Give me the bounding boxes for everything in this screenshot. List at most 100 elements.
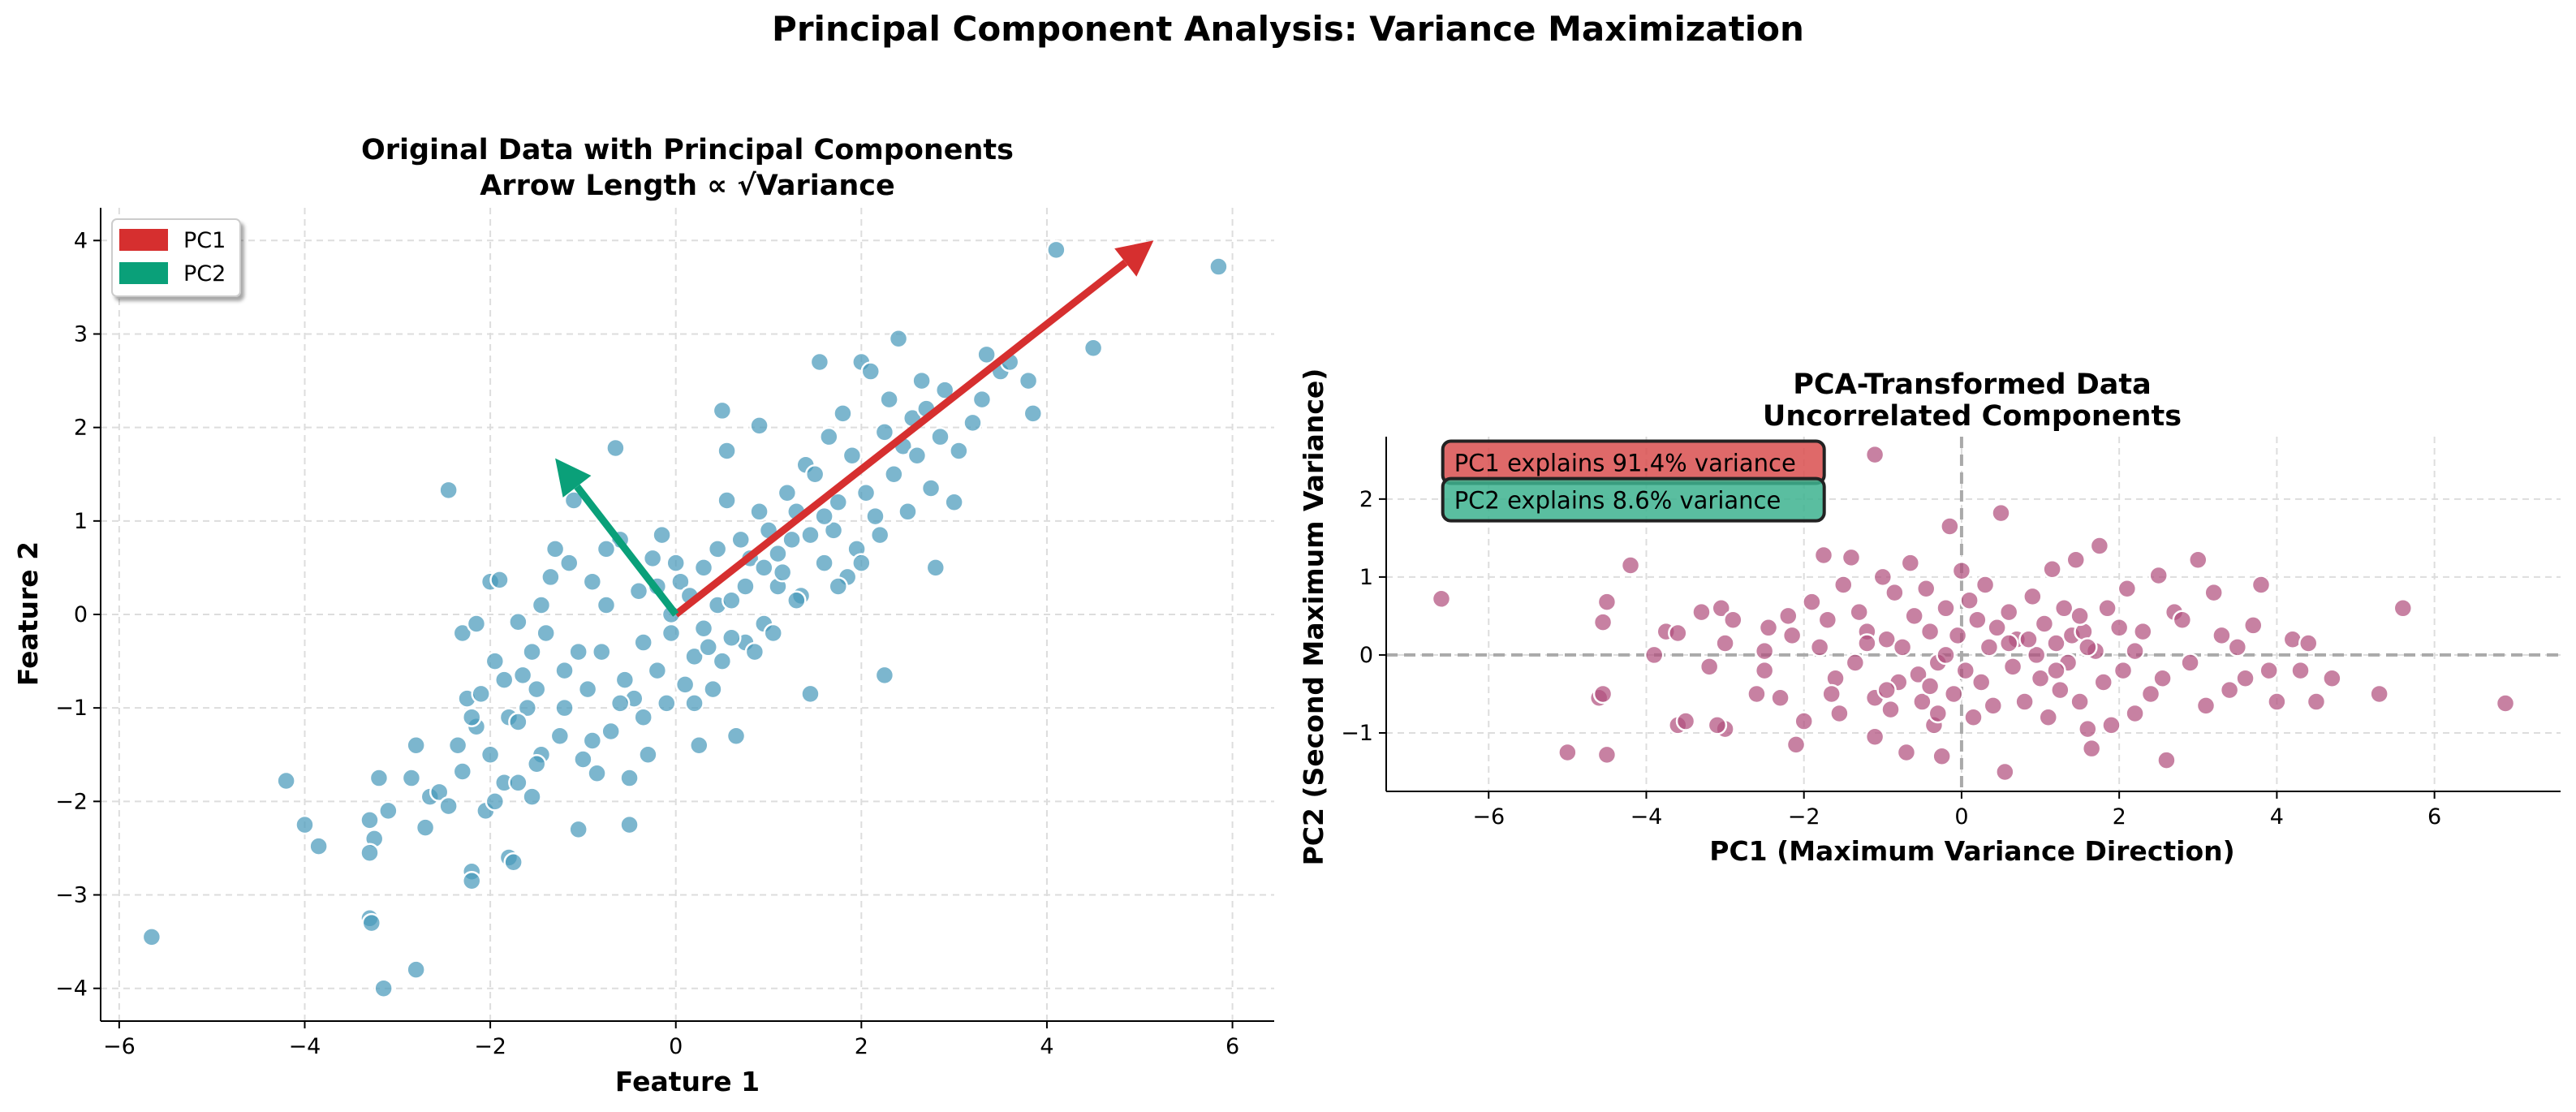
data-point xyxy=(2251,575,2272,595)
data-point xyxy=(2133,621,2153,642)
data-point xyxy=(698,637,718,657)
data-point xyxy=(1208,256,1229,277)
data-point xyxy=(2219,679,2240,700)
data-point xyxy=(452,761,473,782)
data-point xyxy=(522,787,542,807)
data-point xyxy=(2093,672,2113,692)
data-point xyxy=(828,576,849,597)
data-point xyxy=(2078,718,2098,739)
data-point xyxy=(1817,610,1838,630)
data-point xyxy=(1987,618,2007,638)
data-point xyxy=(726,726,747,746)
data-point xyxy=(361,912,382,933)
data-point xyxy=(657,693,677,713)
data-point xyxy=(1018,370,1039,391)
data-point xyxy=(1781,625,1803,646)
data-point xyxy=(874,422,895,442)
data-point xyxy=(614,670,635,690)
data-point xyxy=(949,441,969,461)
left-title-line2: Arrow Length ∝ √Variance xyxy=(480,170,895,202)
data-point xyxy=(1802,592,1822,612)
data-point xyxy=(647,660,668,681)
data-point xyxy=(786,590,807,610)
y-tick-label: 0 xyxy=(1359,643,1373,668)
data-point xyxy=(2235,668,2255,688)
data-point xyxy=(601,721,621,742)
data-point xyxy=(360,810,380,830)
data-point xyxy=(1857,633,1877,653)
data-point xyxy=(833,403,853,424)
data-point xyxy=(777,483,798,503)
data-point xyxy=(577,679,598,700)
data-point xyxy=(582,571,603,592)
data-point xyxy=(1991,502,2011,524)
data-point xyxy=(1955,660,1976,681)
data-point xyxy=(536,623,556,644)
x-tick-label: −4 xyxy=(289,1034,321,1059)
data-point xyxy=(2322,668,2342,688)
data-point xyxy=(1596,592,1618,612)
data-point xyxy=(717,441,737,461)
data-point xyxy=(828,492,849,513)
data-point xyxy=(489,570,510,590)
data-point xyxy=(526,679,547,700)
data-point xyxy=(800,683,821,705)
x-tick-label: 2 xyxy=(855,1034,868,1059)
right-ylabel: PC2 (Second Maximum Variance) xyxy=(1298,369,1329,866)
data-point xyxy=(2117,579,2138,599)
x-tick-label: 6 xyxy=(1226,1034,1239,1059)
data-point xyxy=(2066,550,2086,570)
data-point xyxy=(508,611,528,632)
data-point xyxy=(1643,644,1665,666)
data-point xyxy=(633,632,653,653)
data-point xyxy=(1915,579,1936,599)
data-point xyxy=(2152,668,2173,688)
data-point xyxy=(666,553,686,573)
data-point xyxy=(674,675,696,695)
arrow-head-pc1 xyxy=(1114,240,1154,277)
data-point xyxy=(2156,750,2177,770)
data-point xyxy=(508,712,528,732)
data-point xyxy=(2148,565,2169,586)
data-point xyxy=(573,749,593,769)
data-point xyxy=(1908,664,1928,685)
data-point xyxy=(1794,711,1814,731)
data-point xyxy=(531,595,552,615)
data-point xyxy=(804,463,825,485)
data-point xyxy=(976,344,997,365)
data-point xyxy=(2125,640,2145,662)
data-point xyxy=(596,595,617,615)
data-point xyxy=(925,558,946,578)
data-point xyxy=(1754,640,1775,662)
data-point xyxy=(851,553,872,573)
data-point xyxy=(855,483,877,503)
arrow-shaft-pc2 xyxy=(574,484,679,617)
data-point xyxy=(730,529,751,550)
data-point xyxy=(652,524,672,545)
data-point xyxy=(360,843,380,863)
data-point xyxy=(2188,550,2208,570)
data-point xyxy=(1849,601,1869,623)
data-point xyxy=(754,558,774,578)
data-point xyxy=(619,814,640,835)
data-point xyxy=(1971,672,1992,692)
y-tick-label: −1 xyxy=(55,696,88,721)
left-grid xyxy=(101,208,1274,1021)
data-point xyxy=(2081,738,2102,759)
data-point xyxy=(1046,239,1066,261)
data-point xyxy=(1904,606,1924,627)
right-axes xyxy=(1379,437,2561,799)
zero-lines xyxy=(1386,437,2561,791)
y-tick-label: −2 xyxy=(55,789,88,814)
data-point xyxy=(480,744,501,765)
data-point xyxy=(563,490,584,511)
data-point xyxy=(2369,683,2389,705)
data-point xyxy=(2227,637,2248,657)
data-point xyxy=(684,693,704,713)
data-point xyxy=(722,590,742,610)
data-point xyxy=(2046,660,2066,681)
data-point xyxy=(517,697,538,718)
data-point xyxy=(2070,692,2090,712)
data-point xyxy=(1715,633,1735,653)
